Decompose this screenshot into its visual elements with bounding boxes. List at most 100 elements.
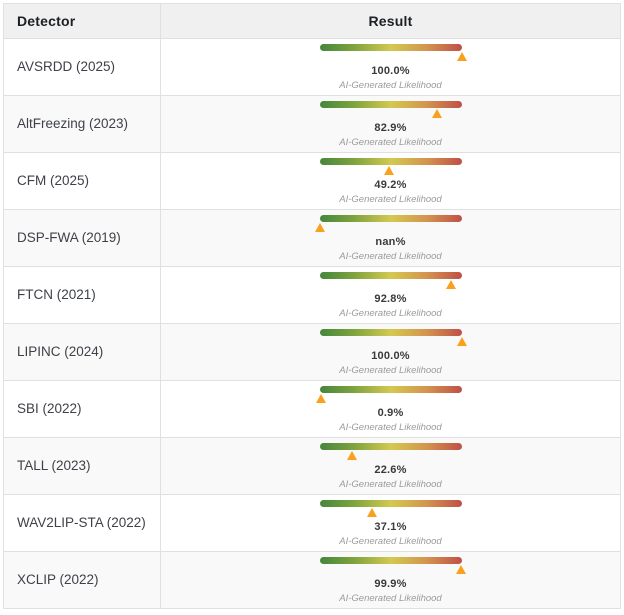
detector-cell: WAV2LIP-STA (2022): [3, 494, 161, 552]
table-header: Detector Result: [3, 3, 621, 39]
detector-name: AVSRDD (2025): [17, 59, 116, 75]
detector-name: DSP-FWA (2019): [17, 230, 121, 246]
result-cell: 37.1% AI-Generated Likelihood: [160, 494, 621, 552]
gauge-gradient-bar: [319, 100, 462, 108]
gauge-marker-triangle-icon: [315, 393, 326, 403]
column-header-detector: Detector: [3, 3, 161, 39]
gauge-marker-triangle-icon: [367, 507, 378, 517]
detector-cell: AVSRDD (2025): [3, 38, 161, 96]
detector-name: TALL (2023): [17, 458, 91, 474]
result-cell: 22.6% AI-Generated Likelihood: [160, 437, 621, 495]
gauge-gradient-bar: [319, 385, 462, 393]
detector-name: SBI (2022): [17, 401, 82, 417]
table-body: AVSRDD (2025) 100.0% AI-Generated Likeli…: [3, 38, 621, 609]
detector-name: WAV2LIP-STA (2022): [17, 515, 146, 531]
detector-cell: FTCN (2021): [3, 266, 161, 324]
likelihood-gauge: nan% AI-Generated Likelihood: [314, 214, 462, 262]
result-cell: 92.8% AI-Generated Likelihood: [160, 266, 621, 324]
result-cell: 100.0% AI-Generated Likelihood: [160, 38, 621, 96]
likelihood-value: 37.1%: [374, 520, 407, 533]
column-header-result: Result: [160, 3, 621, 39]
gauge-gradient-bar: [319, 328, 462, 336]
likelihood-caption: AI-Generated Likelihood: [339, 535, 442, 547]
likelihood-gauge: 92.8% AI-Generated Likelihood: [319, 271, 462, 319]
table-row: AltFreezing (2023) 82.9% AI-Generated Li…: [3, 95, 621, 153]
result-cell: 82.9% AI-Generated Likelihood: [160, 95, 621, 153]
gauge-marker-triangle-icon: [384, 165, 395, 175]
likelihood-gauge: 37.1% AI-Generated Likelihood: [319, 499, 462, 547]
gauge-gradient-bar: [319, 499, 462, 507]
gauge-gradient-bar: [319, 157, 462, 165]
detector-name: LIPINC (2024): [17, 344, 104, 360]
likelihood-value: 100.0%: [371, 349, 410, 362]
likelihood-caption: AI-Generated Likelihood: [339, 478, 442, 490]
likelihood-value: nan%: [375, 235, 406, 248]
gauge-marker-track: [320, 51, 467, 61]
gauge-marker-track: [320, 336, 467, 346]
likelihood-gauge: 0.9% AI-Generated Likelihood: [315, 385, 462, 433]
table-row: CFM (2025) 49.2% AI-Generated Likelihood: [3, 152, 621, 210]
gauge-marker-triangle-icon: [456, 564, 467, 574]
detector-name: AltFreezing (2023): [17, 116, 129, 132]
gauge-marker-triangle-icon: [346, 450, 357, 460]
table-row: FTCN (2021) 92.8% AI-Generated Likelihoo…: [3, 266, 621, 324]
table-row: XCLIP (2022) 99.9% AI-Generated Likeliho…: [3, 551, 621, 609]
likelihood-caption: AI-Generated Likelihood: [339, 250, 442, 262]
likelihood-value: 49.2%: [374, 178, 407, 191]
detector-cell: DSP-FWA (2019): [3, 209, 161, 267]
gauge-marker-triangle-icon: [314, 222, 325, 232]
detector-cell: LIPINC (2024): [3, 323, 161, 381]
gauge-marker-track: [320, 108, 462, 118]
gauge-marker-track: [320, 165, 462, 175]
gauge-gradient-bar: [319, 556, 462, 564]
gauge-gradient-bar: [319, 43, 462, 51]
header-row: Detector Result: [3, 3, 621, 39]
likelihood-value: 0.9%: [377, 406, 404, 419]
likelihood-caption: AI-Generated Likelihood: [339, 421, 442, 433]
likelihood-gauge: 49.2% AI-Generated Likelihood: [319, 157, 462, 205]
detector-results-table: Detector Result AVSRDD (2025) 100.0% AI-…: [3, 3, 621, 609]
result-cell: nan% AI-Generated Likelihood: [160, 209, 621, 267]
result-cell: 0.9% AI-Generated Likelihood: [160, 380, 621, 438]
result-cell: 99.9% AI-Generated Likelihood: [160, 551, 621, 609]
likelihood-gauge: 99.9% AI-Generated Likelihood: [319, 556, 467, 604]
likelihood-caption: AI-Generated Likelihood: [339, 193, 442, 205]
likelihood-value: 99.9%: [374, 577, 407, 590]
gauge-marker-track: [320, 507, 462, 517]
detector-name: FTCN (2021): [17, 287, 96, 303]
table-row: TALL (2023) 22.6% AI-Generated Likelihoo…: [3, 437, 621, 495]
detector-cell: TALL (2023): [3, 437, 161, 495]
detector-cell: XCLIP (2022): [3, 551, 161, 609]
gauge-marker-triangle-icon: [446, 279, 457, 289]
gauge-gradient-bar: [319, 214, 462, 222]
gauge-marker-track: [320, 450, 462, 460]
likelihood-gauge: 82.9% AI-Generated Likelihood: [319, 100, 462, 148]
gauge-marker-track: [320, 279, 462, 289]
table-row: WAV2LIP-STA (2022) 37.1% AI-Generated Li…: [3, 494, 621, 552]
detector-name: XCLIP (2022): [17, 572, 99, 588]
table-row: DSP-FWA (2019) nan% AI-Generated Likelih…: [3, 209, 621, 267]
likelihood-gauge: 22.6% AI-Generated Likelihood: [319, 442, 462, 490]
gauge-marker-track: [314, 222, 462, 232]
table-row: SBI (2022) 0.9% AI-Generated Likelihood: [3, 380, 621, 438]
result-cell: 49.2% AI-Generated Likelihood: [160, 152, 621, 210]
gauge-marker-triangle-icon: [456, 336, 467, 346]
detector-cell: CFM (2025): [3, 152, 161, 210]
likelihood-value: 100.0%: [371, 64, 410, 77]
likelihood-caption: AI-Generated Likelihood: [339, 79, 442, 91]
likelihood-value: 92.8%: [374, 292, 407, 305]
table-row: LIPINC (2024) 100.0% AI-Generated Likeli…: [3, 323, 621, 381]
gauge-marker-track: [320, 564, 467, 574]
likelihood-value: 82.9%: [374, 121, 407, 134]
gauge-gradient-bar: [319, 442, 462, 450]
likelihood-caption: AI-Generated Likelihood: [339, 364, 442, 376]
likelihood-caption: AI-Generated Likelihood: [339, 136, 442, 148]
table-row: AVSRDD (2025) 100.0% AI-Generated Likeli…: [3, 38, 621, 96]
likelihood-value: 22.6%: [374, 463, 407, 476]
likelihood-gauge: 100.0% AI-Generated Likelihood: [319, 43, 467, 91]
likelihood-gauge: 100.0% AI-Generated Likelihood: [319, 328, 467, 376]
detector-name: CFM (2025): [17, 173, 90, 189]
gauge-gradient-bar: [319, 271, 462, 279]
likelihood-caption: AI-Generated Likelihood: [339, 307, 442, 319]
detector-cell: AltFreezing (2023): [3, 95, 161, 153]
